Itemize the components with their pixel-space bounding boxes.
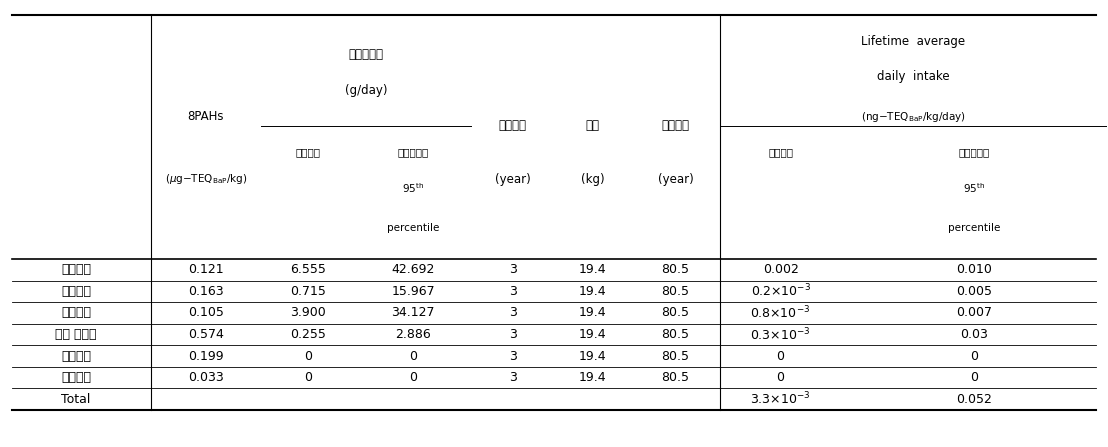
Text: 0.007: 0.007: [956, 307, 992, 320]
Text: 0.03: 0.03: [960, 328, 988, 341]
Text: 3: 3: [509, 263, 516, 276]
Text: 19.4: 19.4: [578, 350, 606, 363]
Text: 전체집단: 전체집단: [296, 148, 320, 157]
Text: 0: 0: [409, 350, 417, 363]
Text: 3.3$\times$10$^{-3}$: 3.3$\times$10$^{-3}$: [750, 391, 811, 408]
Text: 19.4: 19.4: [578, 307, 606, 320]
Text: 0: 0: [777, 371, 784, 384]
Text: 0: 0: [970, 350, 978, 363]
Text: Total: Total: [61, 393, 91, 406]
Text: 3: 3: [509, 307, 516, 320]
Text: 15.967: 15.967: [391, 285, 435, 298]
Text: 0.005: 0.005: [956, 285, 992, 298]
Text: (g/day): (g/day): [345, 84, 388, 97]
Text: 6.555: 6.555: [290, 263, 326, 276]
Text: 19.4: 19.4: [578, 263, 606, 276]
Text: percentile: percentile: [387, 223, 439, 233]
Text: 0.010: 0.010: [956, 263, 992, 276]
Text: 훈제치킨: 훈제치킨: [61, 263, 91, 276]
Text: 훈제연어: 훈제연어: [61, 350, 91, 363]
Text: 80.5: 80.5: [661, 328, 689, 341]
Text: 80.5: 80.5: [661, 263, 689, 276]
Text: 전체집단의: 전체집단의: [398, 148, 429, 157]
Text: 19.4: 19.4: [578, 328, 606, 341]
Text: 훈제 베이켈: 훈제 베이켈: [55, 328, 96, 341]
Text: 0.574: 0.574: [188, 328, 224, 341]
Text: 3: 3: [509, 371, 516, 384]
Text: 3: 3: [509, 350, 516, 363]
Text: percentile: percentile: [947, 223, 1001, 233]
Text: (year): (year): [494, 173, 531, 186]
Text: 0: 0: [970, 371, 978, 384]
Text: 0.2$\times$10$^{-3}$: 0.2$\times$10$^{-3}$: [750, 283, 811, 299]
Text: 19.4: 19.4: [578, 371, 606, 384]
Text: Lifetime  average: Lifetime average: [861, 35, 965, 48]
Text: 0.052: 0.052: [956, 393, 992, 406]
Text: 0.255: 0.255: [290, 328, 326, 341]
Text: (kg): (kg): [581, 173, 605, 186]
Text: 체중: 체중: [586, 119, 599, 132]
Text: 전체집단의: 전체집단의: [958, 148, 989, 157]
Text: 훈제돈육: 훈제돈육: [61, 307, 91, 320]
Text: 0.715: 0.715: [290, 285, 326, 298]
Text: 80.5: 80.5: [661, 285, 689, 298]
Text: (year): (year): [658, 173, 694, 186]
Text: 0.3$\times$10$^{-3}$: 0.3$\times$10$^{-3}$: [750, 326, 811, 343]
Text: ($\mu$g$-$TEQ$_{\mathrm{BaP}}$/kg): ($\mu$g$-$TEQ$_{\mathrm{BaP}}$/kg): [165, 172, 247, 186]
Text: (ng$-$TEQ$_{\mathrm{BaP}}$/kg/day): (ng$-$TEQ$_{\mathrm{BaP}}$/kg/day): [861, 110, 966, 124]
Text: 0.105: 0.105: [188, 307, 224, 320]
Text: 80.5: 80.5: [661, 307, 689, 320]
Text: 0.121: 0.121: [188, 263, 224, 276]
Text: 0: 0: [304, 371, 312, 384]
Text: 식품섭취량: 식품섭취량: [349, 48, 383, 61]
Text: 3: 3: [509, 328, 516, 341]
Text: 42.692: 42.692: [391, 263, 434, 276]
Text: 3: 3: [509, 285, 516, 298]
Text: 80.5: 80.5: [661, 371, 689, 384]
Text: 0: 0: [304, 350, 312, 363]
Text: 노출기간: 노출기간: [499, 119, 526, 132]
Text: 0.002: 0.002: [762, 263, 799, 276]
Text: 전체집단: 전체집단: [768, 148, 793, 157]
Text: 0: 0: [777, 350, 784, 363]
Text: 95$^{\mathrm{th}}$: 95$^{\mathrm{th}}$: [963, 181, 985, 195]
Text: 80.5: 80.5: [661, 350, 689, 363]
Text: 34.127: 34.127: [391, 307, 434, 320]
Text: 0.033: 0.033: [188, 371, 224, 384]
Text: daily  intake: daily intake: [876, 71, 950, 84]
Text: 3.900: 3.900: [290, 307, 326, 320]
Text: 평균수명: 평균수명: [661, 119, 689, 132]
Text: 2.886: 2.886: [396, 328, 431, 341]
Text: 훈제오리: 훈제오리: [61, 285, 91, 298]
Text: 19.4: 19.4: [578, 285, 606, 298]
Text: 95$^{\mathrm{th}}$: 95$^{\mathrm{th}}$: [402, 181, 424, 195]
Text: 훈제참치: 훈제참치: [61, 371, 91, 384]
Text: 8PAHs: 8PAHs: [187, 110, 224, 123]
Text: 0.8$\times$10$^{-3}$: 0.8$\times$10$^{-3}$: [750, 305, 811, 321]
Text: 0.199: 0.199: [188, 350, 224, 363]
Text: 0: 0: [409, 371, 417, 384]
Text: 0.163: 0.163: [188, 285, 224, 298]
